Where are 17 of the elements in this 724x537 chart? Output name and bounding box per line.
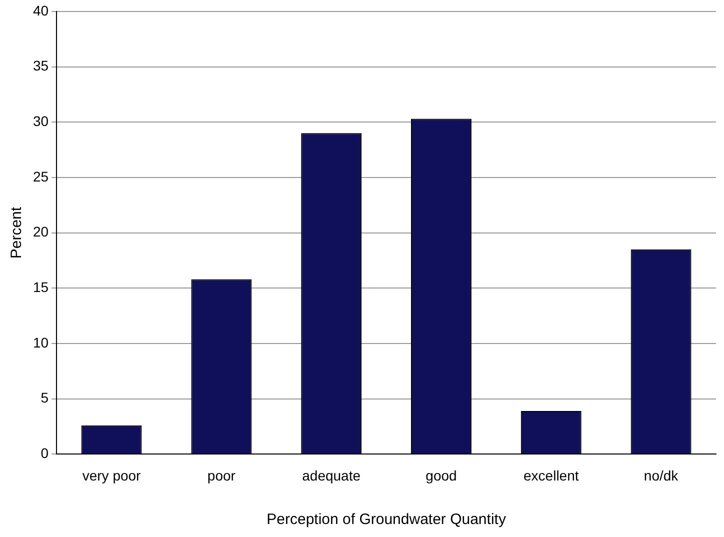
x-axis-title: Perception of Groundwater Quantity: [266, 511, 506, 528]
y-tick-label: 10: [32, 334, 49, 350]
y-tick-label: 15: [32, 279, 49, 296]
y-tick-label: 25: [32, 168, 49, 184]
x-tick-label: good: [426, 467, 457, 484]
x-tick-label: no/dk: [644, 467, 680, 484]
x-tick-label: very poor: [82, 467, 142, 484]
y-tick-label: 30: [32, 112, 49, 129]
y-tick-label: 40: [32, 2, 49, 18]
y-tick-label: 0: [40, 445, 49, 462]
y-tick-label: 20: [32, 224, 49, 240]
y-tick-label: 5: [40, 390, 49, 406]
x-tick-label: poor: [207, 467, 236, 484]
x-tick-label: excellent: [524, 467, 579, 484]
x-tick-label: adequate: [302, 467, 361, 484]
y-tick-label: 35: [32, 58, 49, 74]
y-axis-title: Percent: [8, 206, 26, 259]
